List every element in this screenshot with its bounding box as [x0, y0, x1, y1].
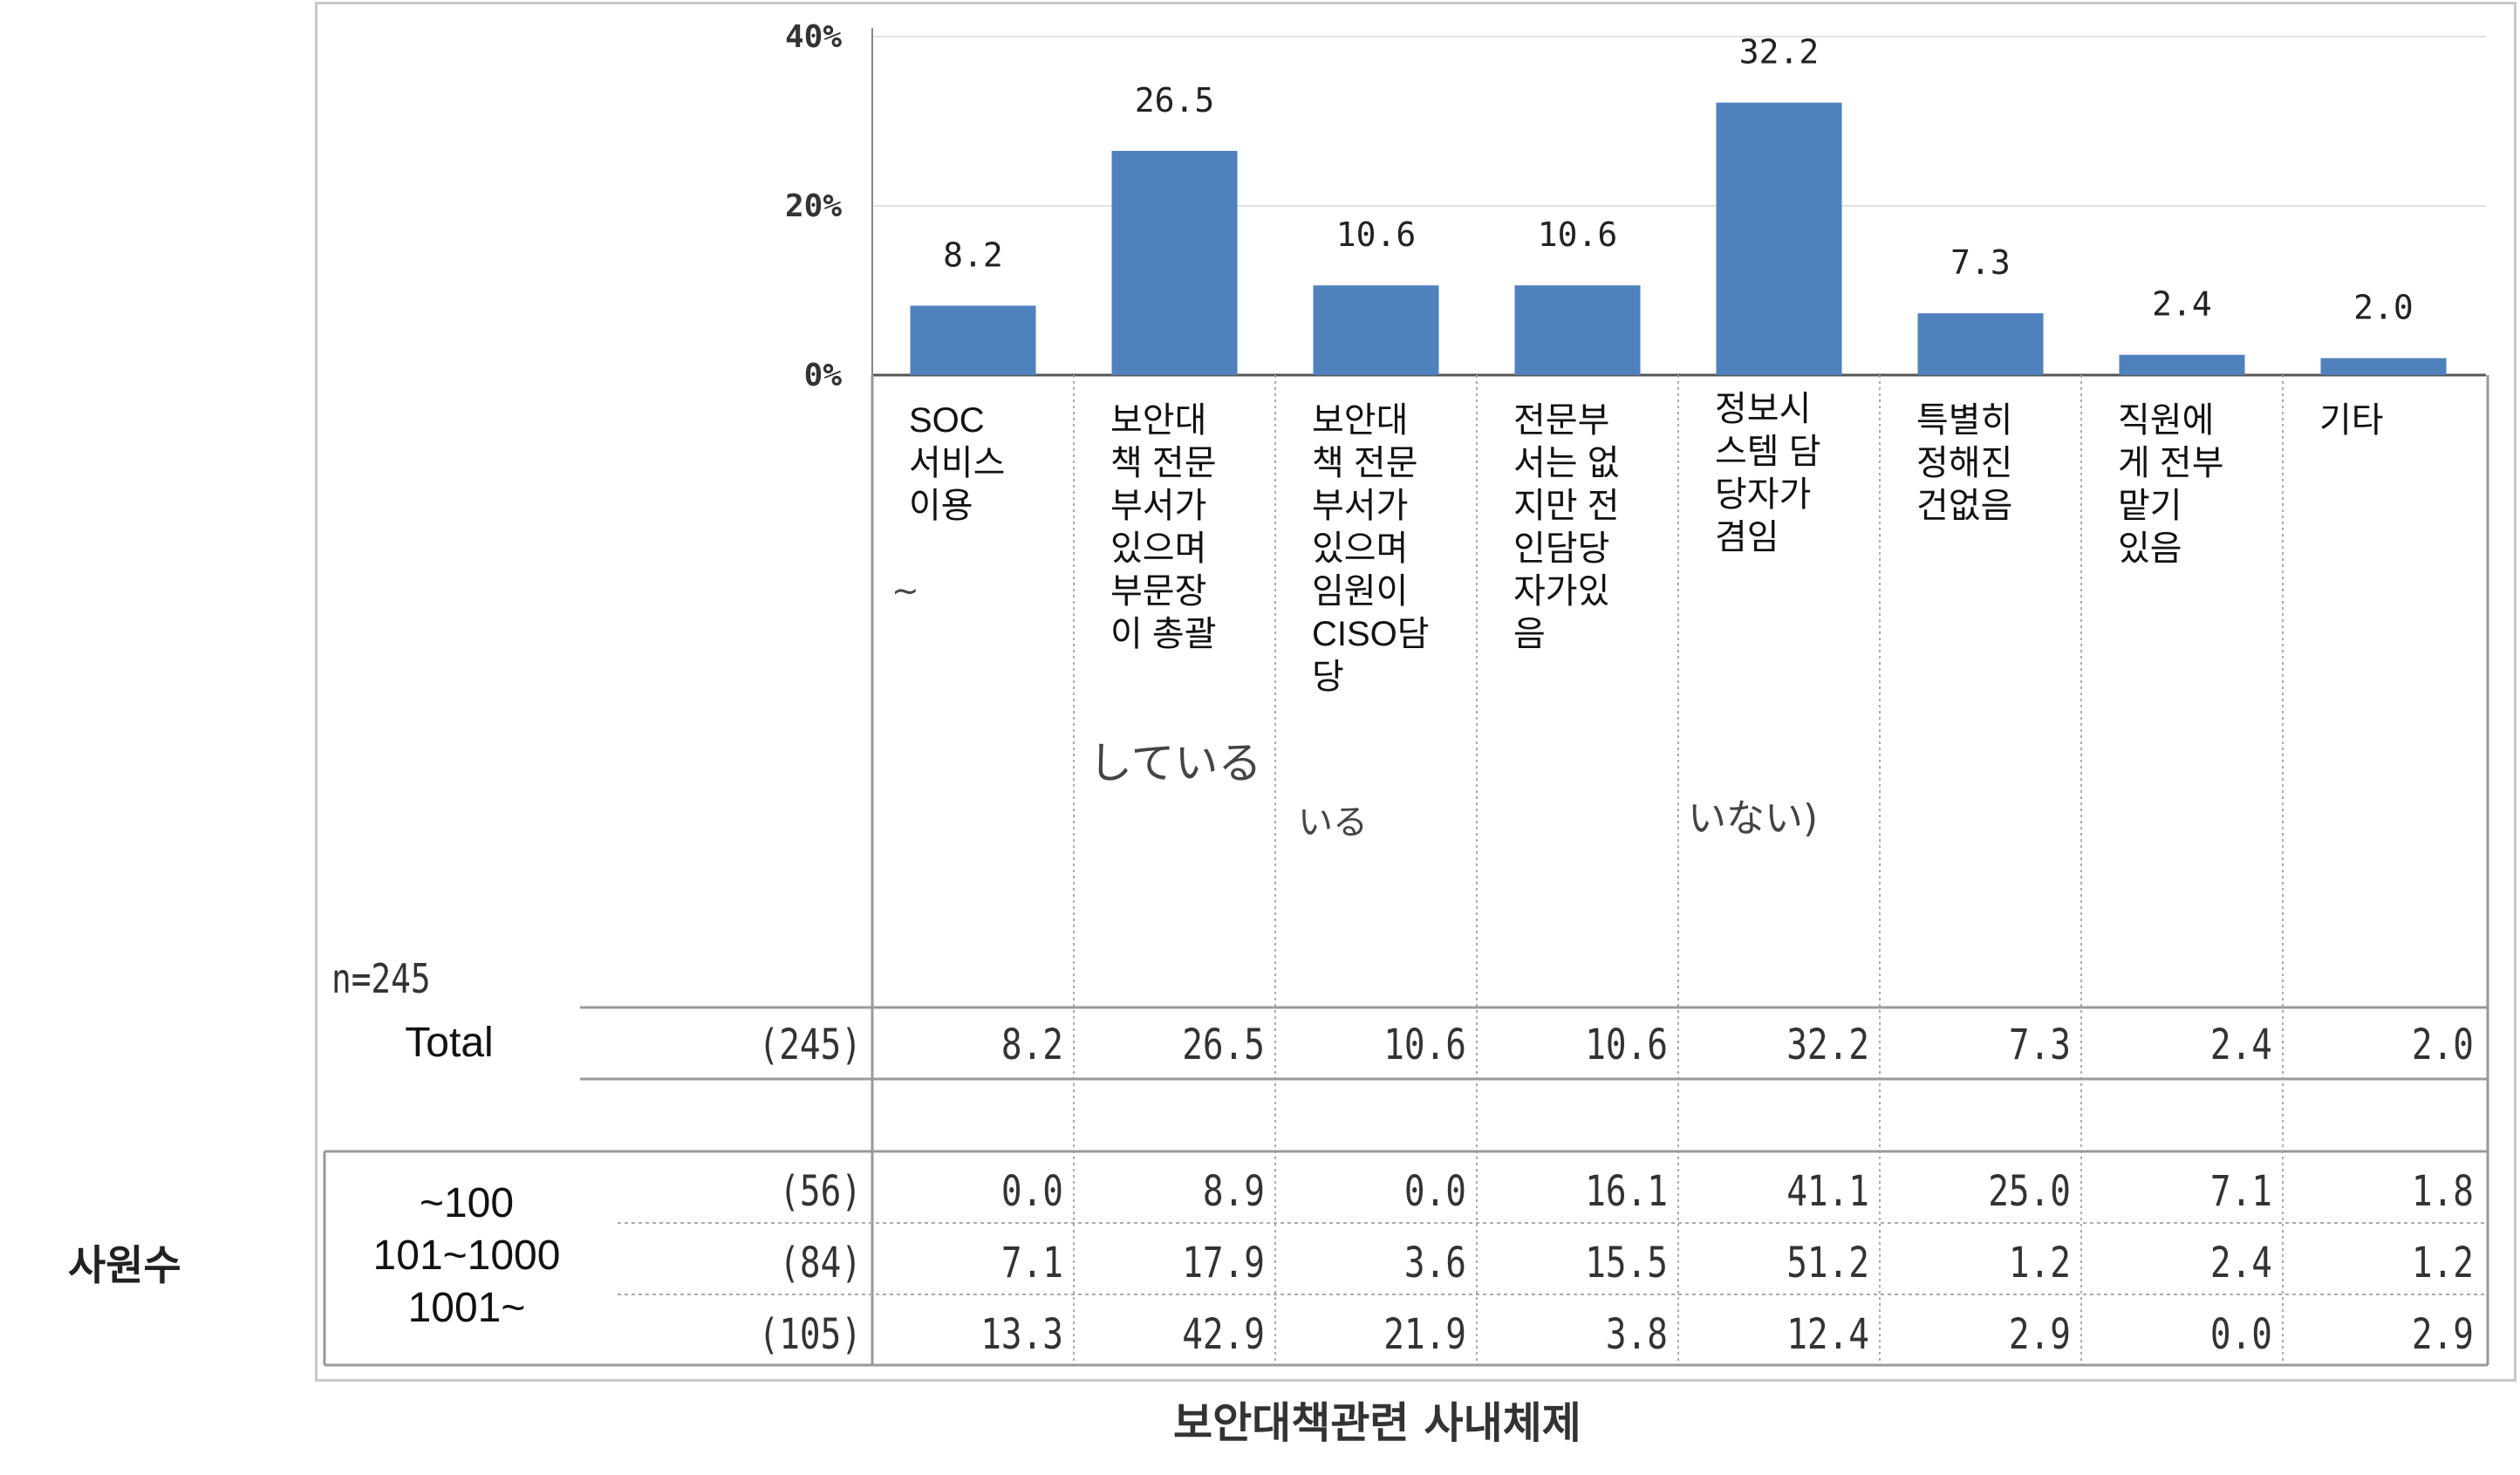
bar [910, 305, 1036, 375]
table-cell: 25.0 [1988, 1167, 2071, 1216]
bar [1917, 313, 2044, 375]
sub-row-label: 101~1000 [372, 1233, 561, 1279]
bar [1716, 102, 1842, 375]
residual-mark: いる [1298, 802, 1368, 843]
total-row-label: Total [405, 1020, 494, 1066]
table-cell: 2.9 [2008, 1310, 2071, 1359]
total-cell: 2.4 [2209, 1021, 2272, 1069]
bar [1313, 285, 1439, 375]
table-cell: 15.5 [1585, 1239, 1668, 1287]
bar-value-label: 8.2 [943, 236, 1003, 274]
bar-value-label: 2.0 [2353, 289, 2414, 327]
sub-row-label: ~100 [419, 1180, 515, 1226]
residual-mark: いない) [1688, 796, 1819, 841]
table-cell: 1.8 [2411, 1167, 2474, 1216]
bar-value-label: 10.6 [1336, 215, 1417, 254]
row-n: (105) [758, 1310, 862, 1359]
x-axis-title: 보안대책관련 사내체제 [1173, 1398, 1581, 1448]
table-cell: 0.0 [2209, 1310, 2272, 1359]
residual-mark: している [1089, 738, 1262, 789]
total-cell: 2.0 [2411, 1021, 2474, 1069]
table-cell: 3.8 [1605, 1310, 1668, 1359]
category-label: 보안대 책 전문 부서가 있으며 임원이 CISO담 당 [1312, 401, 1430, 696]
y-tick-label: 0% [804, 358, 843, 393]
row-n: (84) [779, 1239, 862, 1287]
total-cell: 32.2 [1786, 1021, 1869, 1069]
n-label: n=245 [331, 955, 431, 1002]
bar-value-label: 10.6 [1538, 215, 1618, 254]
bar [1111, 150, 1238, 375]
bar-value-label: 32.2 [1739, 33, 1820, 72]
category-label: 정보시 스템 담 당자가 겸임 [1715, 390, 1821, 557]
total-cell: 8.2 [1000, 1021, 1063, 1069]
table-cell: 1.2 [2008, 1239, 2071, 1287]
bar-value-label: 26.5 [1135, 81, 1215, 120]
category-label: 기타 [2319, 401, 2384, 440]
sub-row-label: 1001~ [407, 1285, 526, 1331]
category-label: 보안대 책 전문 부서가 있으며 부문장 이 총괄 [1110, 401, 1217, 653]
table-cell: 13.3 [980, 1310, 1063, 1359]
table-cell: 7.1 [2209, 1167, 2272, 1216]
bar [2320, 358, 2447, 375]
table-cell: 7.1 [1000, 1239, 1063, 1287]
table-cell: 2.4 [2209, 1239, 2272, 1287]
y-tick-label: 20% [785, 188, 842, 224]
table-cell: 21.9 [1383, 1310, 1466, 1359]
total-cell: 10.6 [1383, 1021, 1466, 1069]
total-n: (245) [758, 1021, 862, 1069]
y-tick-label: 40% [785, 19, 842, 55]
category-label: SOC 서비스 이용 [909, 401, 1006, 525]
bar [2119, 354, 2245, 375]
category-label: 전문부 서는 없 지만 전 인담당 자가있 음 [1513, 401, 1620, 653]
table-cell: 16.1 [1585, 1167, 1668, 1216]
table-cell: 1.2 [2411, 1239, 2474, 1287]
total-cell: 10.6 [1585, 1021, 1668, 1069]
table-cell: 17.9 [1182, 1239, 1265, 1287]
bar-value-label: 7.3 [1950, 243, 2011, 282]
total-cell: 26.5 [1182, 1021, 1265, 1069]
table-cell: 8.9 [1202, 1167, 1265, 1216]
table-cell: 42.9 [1182, 1310, 1265, 1359]
table-cell: 2.9 [2411, 1310, 2474, 1359]
table-cell: 0.0 [1000, 1167, 1063, 1216]
group-label: 사원수 [68, 1242, 181, 1290]
category-label: 특별히 정해진 건없음 [1916, 401, 2013, 525]
table-cell: 41.1 [1786, 1167, 1869, 1216]
table-cell: 3.6 [1403, 1239, 1466, 1287]
bar-value-label: 2.4 [2152, 285, 2212, 324]
residual-mark: ~ [891, 571, 919, 610]
table-cell: 12.4 [1786, 1310, 1869, 1359]
bar [1514, 285, 1641, 375]
table-cell: 51.2 [1786, 1239, 1869, 1287]
total-cell: 7.3 [2008, 1021, 2071, 1069]
table-cell: 0.0 [1403, 1167, 1466, 1216]
category-label: 직원에 게 전부 맡기 있음 [2118, 401, 2224, 568]
row-n: (56) [779, 1167, 862, 1216]
